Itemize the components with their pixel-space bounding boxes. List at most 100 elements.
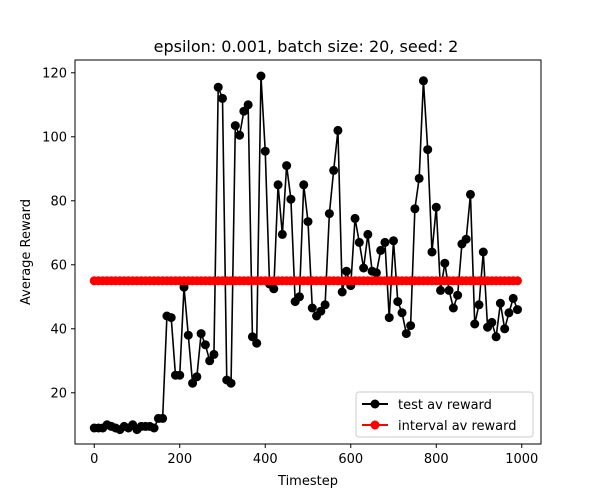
data-point-0 (389, 236, 399, 246)
data-point-0 (324, 209, 334, 219)
data-point-0 (380, 237, 390, 247)
data-point-0 (337, 287, 347, 297)
x-tick-label: 800 (424, 452, 449, 467)
data-point-0 (183, 330, 193, 340)
y-axis: 20 40 60 80 100 120 (42, 66, 75, 401)
data-point-0 (260, 146, 270, 156)
data-point-0 (277, 229, 287, 239)
data-point-0 (235, 130, 245, 140)
data-point-0 (354, 237, 364, 247)
data-point-0 (243, 100, 253, 110)
data-point-0 (465, 189, 475, 199)
data-point-0 (512, 305, 522, 315)
data-point-0 (299, 180, 309, 190)
data-point-0 (427, 247, 437, 257)
plot-area (74, 59, 542, 445)
data-point-0 (376, 245, 386, 255)
data-point-0 (371, 268, 381, 278)
data-point-0 (508, 293, 518, 303)
data-point-0 (269, 284, 279, 294)
y-tick-label: 100 (42, 130, 67, 145)
data-point-0 (217, 93, 227, 103)
series-line-0 (94, 75, 519, 431)
data-point-0 (500, 324, 510, 334)
data-point-0 (230, 121, 240, 131)
data-point-0 (363, 229, 373, 239)
x-axis-label: Timestep (277, 474, 338, 489)
data-point-0 (213, 82, 223, 92)
data-point-0 (205, 356, 215, 366)
data-point-0 (461, 234, 471, 244)
data-point-1 (512, 276, 522, 286)
data-point-0 (196, 329, 206, 339)
data-point-0 (423, 145, 433, 155)
data-point-0 (188, 378, 198, 388)
data-point-0 (504, 308, 514, 318)
data-point-0 (453, 290, 463, 300)
data-point-0 (179, 282, 189, 292)
data-point-0 (256, 71, 266, 81)
data-point-0 (474, 300, 484, 310)
data-point-0 (239, 106, 249, 116)
data-point-0 (149, 423, 159, 433)
data-point-0 (384, 313, 394, 323)
data-point-0 (495, 298, 505, 308)
data-point-0 (393, 297, 403, 307)
data-point-0 (406, 321, 416, 331)
data-point-0 (410, 204, 420, 214)
data-point-0 (418, 76, 428, 86)
y-axis-label: Average Reward (19, 199, 34, 305)
data-point-0 (294, 292, 304, 302)
data-point-0 (478, 247, 488, 257)
data-point-0 (226, 378, 236, 388)
x-tick-label: 200 (167, 452, 192, 467)
x-axis: 0 200 400 600 800 1000 (90, 444, 538, 467)
y-tick-label: 120 (42, 66, 67, 81)
legend-box (355, 391, 534, 438)
data-point-0 (158, 413, 168, 423)
data-point-0 (401, 329, 411, 339)
data-point-0 (209, 349, 219, 359)
data-point-0 (252, 338, 262, 348)
y-tick-label: 80 (50, 194, 67, 209)
y-tick-label: 60 (50, 258, 67, 273)
data-point-0 (444, 285, 454, 295)
data-point-0 (350, 213, 360, 223)
x-tick-label: 1000 (505, 452, 538, 467)
data-point-0 (192, 372, 202, 382)
x-tick-label: 0 (90, 452, 98, 467)
data-point-0 (491, 332, 501, 342)
data-point-0 (247, 332, 257, 342)
data-point-0 (359, 263, 369, 273)
legend-label-interval: interval av reward (398, 419, 517, 434)
data-point-0 (431, 202, 441, 212)
data-point-0 (307, 303, 317, 313)
data-point-0 (448, 303, 458, 313)
y-tick-label: 20 (50, 386, 67, 401)
data-point-0 (282, 161, 292, 171)
data-point-0 (333, 125, 343, 135)
series-layer (89, 71, 522, 435)
data-point-0 (273, 180, 283, 190)
data-point-0 (320, 300, 330, 310)
data-point-0 (397, 308, 407, 318)
data-point-0 (341, 266, 351, 276)
y-tick-label: 40 (50, 322, 67, 337)
data-point-0 (414, 173, 424, 183)
legend: test av reward interval av reward (355, 391, 534, 438)
data-point-0 (316, 306, 326, 316)
data-point-0 (440, 258, 450, 268)
data-point-0 (286, 194, 296, 204)
data-point-0 (166, 313, 176, 323)
data-point-0 (200, 340, 210, 350)
chart-title: epsilon: 0.001, batch size: 20, seed: 2 (154, 37, 459, 56)
legend-label-test: test av reward (398, 398, 492, 413)
legend-marker-test (370, 399, 380, 409)
data-point-0 (329, 165, 339, 175)
legend-marker-interval (370, 420, 380, 430)
data-point-0 (175, 370, 185, 380)
data-point-0 (303, 217, 313, 227)
data-point-0 (470, 319, 480, 329)
x-tick-label: 400 (253, 452, 278, 467)
